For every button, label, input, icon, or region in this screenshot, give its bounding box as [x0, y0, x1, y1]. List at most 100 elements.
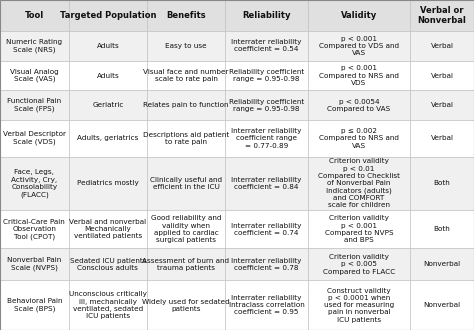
Bar — [147, 90, 225, 120]
Text: Nonverbal Pain
Scale (NVPS): Nonverbal Pain Scale (NVPS) — [7, 257, 62, 271]
Text: Interrater reliability
coefficient = 0.78: Interrater reliability coefficient = 0.7… — [231, 258, 302, 271]
Bar — [147, 61, 225, 90]
Text: Numeric Rating
Scale (NRS): Numeric Rating Scale (NRS) — [6, 39, 63, 53]
Text: Good reliability and
validity when
applied to cardiac
surgical patients: Good reliability and validity when appli… — [151, 215, 221, 243]
Text: Verbal: Verbal — [430, 102, 454, 108]
Bar — [147, 248, 225, 280]
Bar — [308, 31, 410, 61]
Bar — [225, 120, 308, 156]
Bar — [410, 210, 474, 248]
Bar — [0, 31, 69, 61]
Bar — [308, 120, 410, 156]
Bar — [0, 280, 69, 330]
Bar — [308, 280, 410, 330]
Text: Assessment of burn and
trauma patients: Assessment of burn and trauma patients — [143, 258, 229, 271]
Bar — [410, 61, 474, 90]
Bar — [410, 0, 474, 31]
Bar — [0, 90, 69, 120]
Text: Tool: Tool — [25, 11, 44, 20]
Bar — [0, 248, 69, 280]
Text: Criterion validity
p < 0.001
Compared to NVPS
and BPS: Criterion validity p < 0.001 Compared to… — [325, 215, 393, 243]
Text: Benefits: Benefits — [166, 11, 206, 20]
Bar — [308, 90, 410, 120]
Bar — [147, 210, 225, 248]
Text: Relates pain to function: Relates pain to function — [143, 102, 229, 108]
Bar — [225, 0, 308, 31]
Bar — [147, 156, 225, 210]
Text: Descriptions aid patient
to rate pain: Descriptions aid patient to rate pain — [143, 132, 229, 145]
Bar — [410, 120, 474, 156]
Bar — [69, 0, 147, 31]
Text: Verbal Descriptor
Scale (VDS): Verbal Descriptor Scale (VDS) — [3, 131, 66, 145]
Bar — [225, 210, 308, 248]
Bar — [0, 156, 69, 210]
Bar — [0, 120, 69, 156]
Text: Pediatrics mostly: Pediatrics mostly — [77, 181, 139, 186]
Text: Verbal: Verbal — [430, 43, 454, 49]
Text: Interrater reliability
Intraclass correlation
coefficient = 0.95: Interrater reliability Intraclass correl… — [229, 295, 304, 315]
Bar — [69, 280, 147, 330]
Text: Visual Analog
Scale (VAS): Visual Analog Scale (VAS) — [10, 69, 59, 82]
Bar — [69, 210, 147, 248]
Text: Widely used for sedated
patients: Widely used for sedated patients — [142, 299, 230, 312]
Text: Criterion validity
p < 0.01
Compared to Checklist
of Nonverbal Pain
Indicators (: Criterion validity p < 0.01 Compared to … — [318, 158, 400, 208]
Text: Interrater reliability
coefficient range
= 0.77-0.89: Interrater reliability coefficient range… — [231, 128, 302, 148]
Bar — [225, 248, 308, 280]
Text: Both: Both — [434, 181, 450, 186]
Text: Targeted Population: Targeted Population — [60, 11, 156, 20]
Bar — [225, 90, 308, 120]
Text: Adults: Adults — [97, 73, 119, 79]
Bar — [410, 156, 474, 210]
Text: Critical-Care Pain
Observation
Tool (CPOT): Critical-Care Pain Observation Tool (CPO… — [3, 219, 65, 240]
Text: Both: Both — [434, 226, 450, 232]
Bar — [225, 156, 308, 210]
Text: Geriatric: Geriatric — [92, 102, 124, 108]
Text: p ≤ 0.002
Compared to NRS and
VAS: p ≤ 0.002 Compared to NRS and VAS — [319, 128, 399, 148]
Text: Interrater reliability
coefficient = 0.54: Interrater reliability coefficient = 0.5… — [231, 39, 302, 52]
Bar — [69, 61, 147, 90]
Text: p < 0.0054
Compared to VAS: p < 0.0054 Compared to VAS — [328, 99, 391, 112]
Text: Verbal and nonverbal
Mechanically
ventilated patients: Verbal and nonverbal Mechanically ventil… — [69, 219, 146, 240]
Text: Interrater reliability
coefficient = 0.74: Interrater reliability coefficient = 0.7… — [231, 223, 302, 236]
Bar — [225, 61, 308, 90]
Bar — [410, 90, 474, 120]
Bar — [308, 61, 410, 90]
Bar — [0, 61, 69, 90]
Text: Reliability: Reliability — [242, 11, 291, 20]
Text: p < 0.001
Compared to NRS and
VDS: p < 0.001 Compared to NRS and VDS — [319, 65, 399, 86]
Text: Nonverbal: Nonverbal — [423, 302, 461, 308]
Text: Visual face and number
scale to rate pain: Visual face and number scale to rate pai… — [143, 69, 229, 82]
Text: Nonverbal: Nonverbal — [423, 261, 461, 267]
Text: Clinically useful and
efficient in the ICU: Clinically useful and efficient in the I… — [150, 177, 222, 190]
Bar — [69, 90, 147, 120]
Text: Functional Pain
Scale (FPS): Functional Pain Scale (FPS) — [7, 98, 62, 112]
Bar — [308, 0, 410, 31]
Text: Validity: Validity — [341, 11, 377, 20]
Bar — [69, 156, 147, 210]
Bar — [410, 248, 474, 280]
Text: Sedated ICU patients
Conscious adults: Sedated ICU patients Conscious adults — [70, 258, 146, 271]
Text: Verbal: Verbal — [430, 135, 454, 141]
Text: Criterion validity
p < 0.005
Compared to FLACC: Criterion validity p < 0.005 Compared to… — [323, 254, 395, 275]
Bar — [69, 120, 147, 156]
Text: Verbal: Verbal — [430, 73, 454, 79]
Text: Unconscious critically
ill, mechanically
ventilated, sedated
ICU patients: Unconscious critically ill, mechanically… — [69, 291, 147, 319]
Bar — [410, 280, 474, 330]
Bar — [69, 31, 147, 61]
Text: Reliability coefficient
range = 0.95-0.98: Reliability coefficient range = 0.95-0.9… — [229, 99, 304, 112]
Text: Face, Legs,
Activity, Cry,
Consolability
(FLACC): Face, Legs, Activity, Cry, Consolability… — [11, 169, 57, 197]
Text: Adults: Adults — [97, 43, 119, 49]
Bar — [147, 31, 225, 61]
Text: Behavioral Pain
Scale (BPS): Behavioral Pain Scale (BPS) — [7, 298, 62, 312]
Bar — [0, 0, 69, 31]
Text: Easy to use: Easy to use — [165, 43, 207, 49]
Text: Adults, geriatrics: Adults, geriatrics — [77, 135, 138, 141]
Bar — [308, 156, 410, 210]
Text: Reliability coefficient
range = 0.95-0.98: Reliability coefficient range = 0.95-0.9… — [229, 69, 304, 82]
Bar — [225, 280, 308, 330]
Bar — [308, 210, 410, 248]
Text: Interrater reliability
coefficient = 0.84: Interrater reliability coefficient = 0.8… — [231, 177, 302, 190]
Text: Verbal or
Nonverbal: Verbal or Nonverbal — [418, 6, 466, 25]
Bar — [147, 280, 225, 330]
Bar — [69, 248, 147, 280]
